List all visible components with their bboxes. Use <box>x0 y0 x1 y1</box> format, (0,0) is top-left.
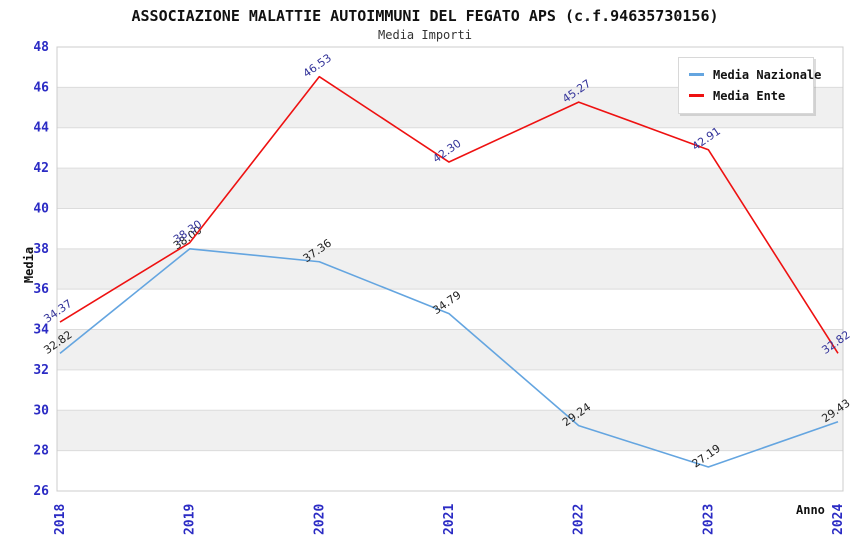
legend-marker-media-ente-icon <box>689 94 704 97</box>
chart-title: ASSOCIAZIONE MALATTIE AUTOIMMUNI DEL FEG… <box>131 7 719 25</box>
y-tick-label: 36 <box>33 282 49 297</box>
y-tick-label: 46 <box>33 80 49 95</box>
y-tick-label: 42 <box>33 161 49 176</box>
series-line <box>59 75 839 354</box>
x-tick-label: 2023 <box>701 504 716 535</box>
x-tick-label: 2022 <box>572 504 587 535</box>
y-tick-label: 44 <box>33 121 49 136</box>
y-tick-label: 38 <box>33 242 49 257</box>
x-tick-label: 2018 <box>53 504 68 535</box>
y-tick-label: 48 <box>33 40 49 55</box>
legend: Media Nazionale Media Ente <box>678 57 821 114</box>
x-tick-label: 2019 <box>183 504 198 535</box>
x-tick-label: 2020 <box>312 504 327 535</box>
x-tick-label: 2024 <box>831 504 846 535</box>
legend-label-media-nazionale: Media Nazionale <box>713 67 822 82</box>
y-tick-label: 40 <box>33 201 49 216</box>
x-tick-label: 2021 <box>442 504 457 535</box>
y-axis-label: Media <box>22 246 36 284</box>
y-tick-label: 28 <box>33 444 49 459</box>
legend-marker-media-nazionale-icon <box>689 73 704 76</box>
y-tick-label: 34 <box>33 323 49 338</box>
y-tick-label: 32 <box>33 363 49 378</box>
y-tick-label: 30 <box>33 403 49 418</box>
chart-subtitle: Media Importi <box>378 28 472 42</box>
legend-item-media-nazionale: Media Nazionale <box>689 64 821 85</box>
x-axis-label: Anno <box>796 503 825 517</box>
y-tick-label: 26 <box>33 484 49 499</box>
legend-item-media-ente: Media Ente <box>689 85 803 106</box>
series-line <box>59 248 839 468</box>
legend-label-media-ente: Media Ente <box>713 88 786 103</box>
